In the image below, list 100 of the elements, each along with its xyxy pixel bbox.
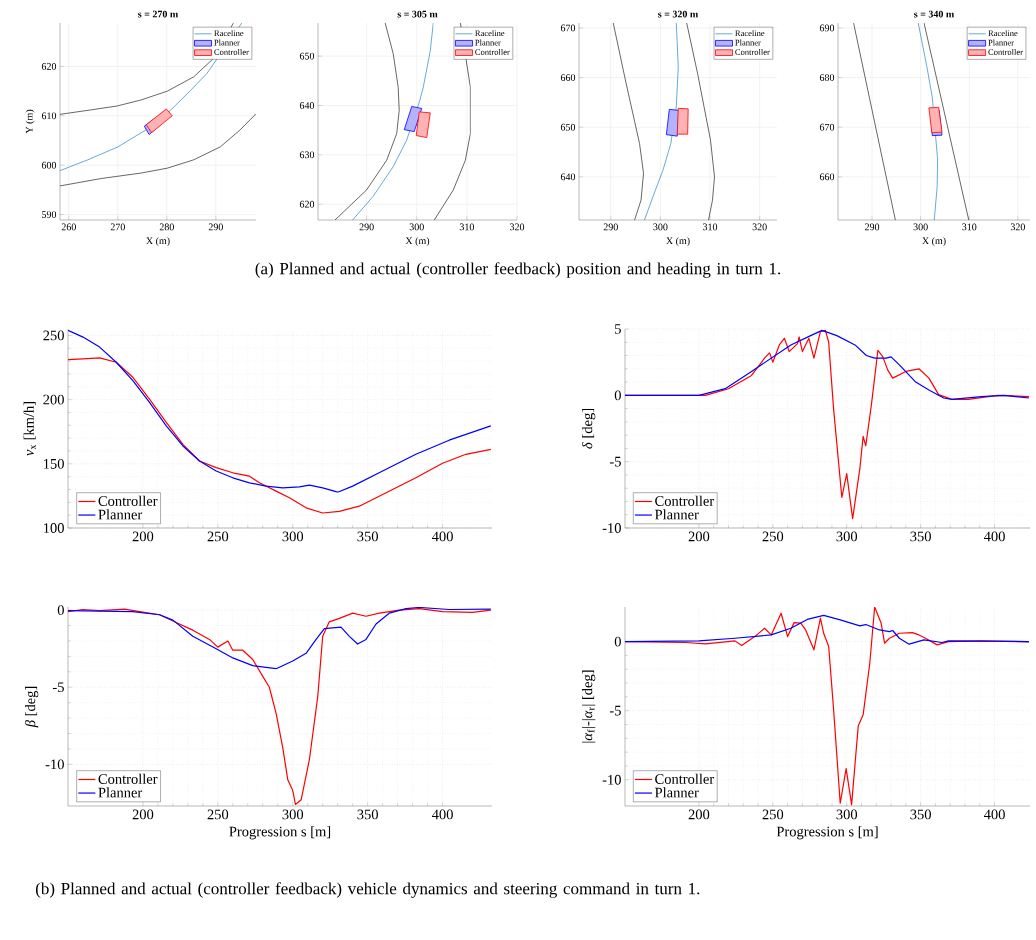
y-tick-label: -5: [609, 456, 621, 467]
y-tick-label: -10: [602, 523, 621, 533]
x-tick-label: 260: [61, 223, 76, 231]
x-tick-label: 290: [864, 223, 880, 231]
legend-label: Controller: [735, 48, 770, 55]
text: (a) Planned and actual (controller feedback) position and heading in turn 1.: [255, 262, 781, 278]
x-tick-label: 350: [357, 809, 378, 820]
y-tick-label: -5: [609, 705, 621, 716]
x-tick-label: 200: [688, 809, 710, 820]
legend-label: Planner: [735, 39, 761, 46]
line-series: [68, 607, 492, 806]
y-tick-label: 690: [819, 24, 835, 32]
y-axis-title: |α$_{f}$|-|α$_{r}$| [deg]: [582, 670, 596, 743]
x-tick-label: 250: [762, 531, 784, 542]
legend-label: Raceline: [475, 30, 505, 37]
x-tick-label: 350: [357, 531, 378, 542]
y-tick-label: -5: [52, 682, 64, 693]
x-tick-label: 290: [208, 223, 223, 231]
legend-label: Controller: [98, 495, 158, 506]
x-tick-label: 300: [836, 531, 858, 542]
y-tick-label: -10: [602, 774, 621, 785]
legend-label: Controller: [475, 48, 510, 55]
line-series: [60, 113, 256, 187]
y-tick-label: 5: [615, 324, 621, 334]
x-tick-label: 290: [603, 223, 618, 231]
y-axis-title: δ [deg]: [582, 409, 596, 449]
y-tick-label: 0: [57, 605, 64, 615]
x-tick-label: 300: [282, 809, 304, 820]
x-tick-label: 350: [910, 809, 931, 820]
x-tick-label: 200: [132, 531, 154, 542]
y-tick-label: 610: [41, 112, 57, 120]
legend-label: Raceline: [214, 30, 244, 37]
legend-label: Planner: [655, 787, 699, 798]
x-tick-label: 350: [910, 531, 931, 542]
x-axis-title: X (m): [666, 237, 690, 247]
chart-title: s = 270 m: [138, 10, 179, 18]
y-tick-label: 200: [43, 394, 64, 405]
y-tick-label: 670: [560, 24, 576, 32]
y-tick-label: 150: [43, 458, 64, 469]
legend-label: Raceline: [988, 30, 1018, 37]
x-tick-label: 300: [913, 223, 928, 231]
y-tick-label: 100: [43, 523, 64, 533]
y-axis-title: Y (m): [25, 109, 35, 134]
y-tick-label: 0: [614, 636, 621, 647]
legend-label: Raceline: [735, 30, 765, 37]
legend-label: Planner: [98, 509, 143, 520]
x-tick-label: 320: [1010, 223, 1025, 231]
line-series: [625, 614, 1030, 645]
x-tick-label: 320: [752, 223, 767, 231]
y-tick-label: 600: [41, 161, 57, 169]
y-tick-label: 650: [560, 123, 576, 131]
chart-title: s = 320 m: [658, 10, 699, 18]
x-axis-title: X (m): [405, 237, 430, 247]
y-tick-label: 640: [560, 173, 576, 181]
x-tick-label: 310: [703, 223, 718, 231]
legend-label: Controller: [655, 773, 715, 784]
x-tick-label: 200: [688, 531, 710, 542]
legend-label: Planner: [988, 39, 1014, 46]
y-axis-title: v$_{x}$ [km/h]: [23, 402, 36, 456]
x-tick-label: 300: [653, 223, 668, 231]
x-tick-label: 300: [409, 223, 424, 231]
y-tick-label: 660: [819, 173, 835, 181]
x-tick-label: 290: [359, 223, 374, 231]
y-tick-label: 680: [819, 74, 835, 81]
x-tick-label: 250: [762, 809, 784, 820]
line-series: [68, 329, 492, 493]
x-tick-label: 400: [983, 531, 1005, 542]
x-axis-title: X (m): [146, 237, 170, 247]
x-axis-title: Progression s [m]: [776, 826, 878, 840]
legend-label: Planner: [98, 787, 143, 798]
line-series: [334, 23, 400, 220]
x-tick-label: 310: [459, 223, 474, 231]
y-tick-label: -10: [45, 759, 64, 770]
y-tick-label: 640: [299, 102, 315, 109]
x-tick-label: 400: [431, 531, 453, 542]
y-tick-label: 0: [614, 390, 621, 401]
legend-label: Planner: [475, 39, 501, 46]
line-series: [612, 23, 644, 220]
y-axis-title: β [deg]: [24, 686, 39, 728]
x-tick-label: 280: [159, 223, 174, 231]
x-tick-label: 270: [110, 223, 125, 231]
legend-label: Controller: [214, 48, 249, 55]
x-axis-title: Progression s [m]: [229, 826, 331, 840]
y-tick-label: 650: [299, 52, 315, 60]
x-tick-label: 300: [282, 531, 304, 542]
x-axis-title: X (m): [922, 237, 946, 247]
y-tick-label: 590: [42, 211, 57, 218]
legend-label: Controller: [988, 48, 1023, 55]
y-tick-label: 660: [560, 74, 576, 81]
legend-label: Controller: [655, 495, 715, 506]
x-tick-label: 200: [132, 809, 154, 820]
legend-label: Planner: [655, 509, 699, 520]
x-tick-label: 300: [836, 809, 858, 820]
y-tick-label: 670: [819, 123, 835, 131]
x-tick-label: 400: [431, 809, 453, 820]
text: (b) Planned and actual (controller feedback) vehicle dynamics and steering command in turn 1.: [35, 882, 700, 898]
line-series: [68, 607, 492, 670]
y-tick-label: 250: [43, 330, 64, 341]
chart-title: s = 305 m: [397, 10, 438, 18]
x-tick-label: 250: [207, 531, 229, 542]
